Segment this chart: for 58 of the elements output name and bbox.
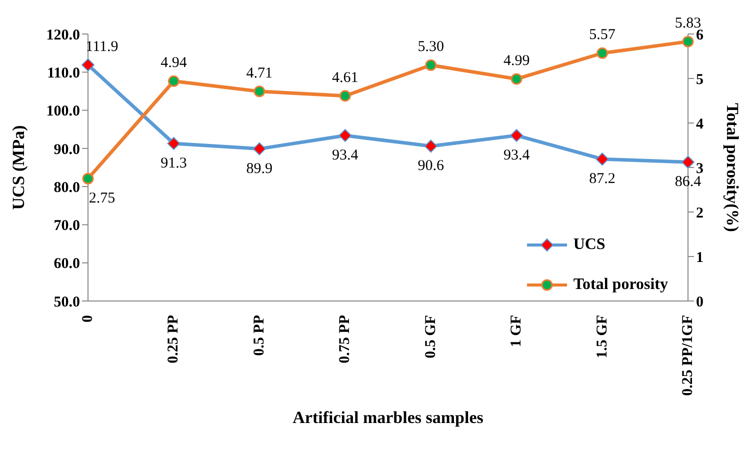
data-label: 89.9 [246,160,273,177]
x-tick-label: 0.25 PP [166,315,182,364]
y-tick-label: 90.0 [54,142,80,158]
x-tick-label: 0 [80,315,96,322]
point [682,156,694,169]
y2-tick-label: 1 [696,250,704,266]
point [82,58,94,72]
y2-tick-label: 4 [696,116,704,132]
y-tick-label: 50.0 [54,294,80,310]
point [424,140,438,153]
y2-tick-label: 2 [696,205,704,222]
data-label: 93.4 [503,147,530,164]
y-axis-title: UCS (MPa) [9,125,28,210]
y2-tick-label: 5 [696,72,704,88]
data-label: 90.6 [418,158,444,174]
data-label: 2.75 [88,190,116,207]
point [510,73,522,85]
data-label: 5.30 [418,39,444,56]
data-label: 4.61 [332,70,358,86]
x-tick-label: 0.5 GF [422,315,439,358]
y2-tick-label: 6 [696,27,704,44]
point [168,75,180,87]
y-tick-label: 100.0 [46,104,80,120]
x-tick-label: 1 GF [508,315,525,348]
data-label: 5.57 [589,27,616,44]
point [510,128,524,142]
y2-tick-label: 3 [696,160,704,177]
legend-label: UCS [573,236,606,254]
data-label: 91.3 [160,155,187,172]
point [338,128,352,142]
y2-axis-title: Total porosity(%) [722,103,742,232]
point [82,172,94,184]
y-tick-label: 110.0 [47,65,80,82]
y2-tick-label: 0 [696,294,704,310]
x-tick-label: 1.5 GF [594,315,610,358]
point [167,136,180,150]
y-tick-label: 60.0 [54,256,80,272]
data-label: 4.94 [160,55,188,72]
point [252,142,266,156]
data-label: 86.4 [674,174,702,190]
point [425,59,437,71]
x-tick-label: 0.5 PP [251,315,268,356]
y-tick-label: 120.0 [46,27,80,44]
point [254,86,266,98]
data-label: 111.9 [86,38,118,55]
point [596,152,609,166]
data-label: 93.4 [332,147,359,164]
x-tick-label: 0.75 PP [337,315,354,364]
y-tick-label: 70.0 [54,218,80,234]
data-label: 4.99 [503,52,530,69]
y-tick-label: 80.0 [54,180,80,196]
x-tick-label: 0.25 PP/1GF [680,315,696,396]
point [339,90,351,102]
legend-label: Total porosity [573,276,668,294]
x-axis-title: Artificial marbles samples [292,408,484,427]
point [596,47,608,59]
data-label: 87.2 [589,171,616,188]
data-label: 4.71 [246,65,273,82]
